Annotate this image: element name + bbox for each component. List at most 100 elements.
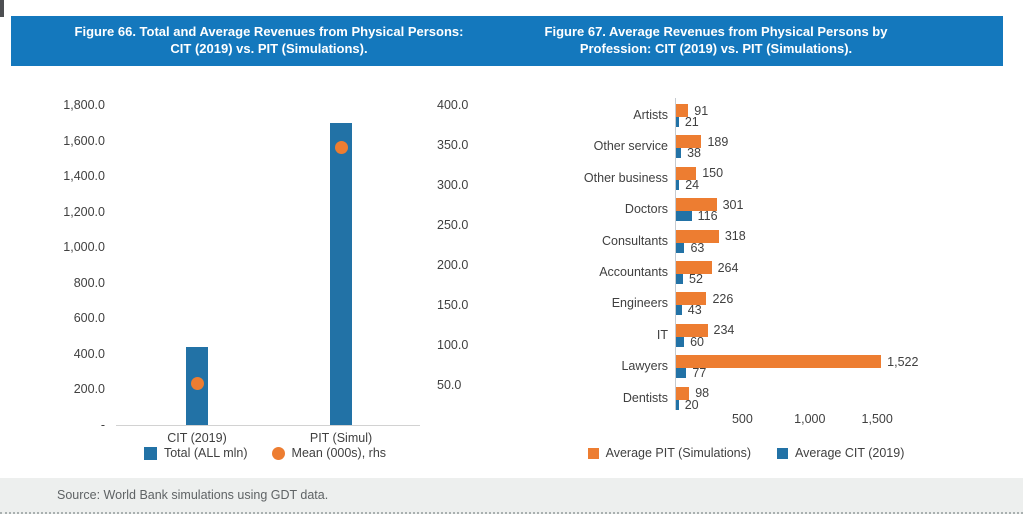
page-corner-mark <box>0 0 4 17</box>
avg-cit-bar <box>676 274 683 284</box>
y-axis-line <box>675 98 676 410</box>
figure67-title-line1: Figure 67. Average Revenues from Physica… <box>544 24 888 39</box>
right-y-axis-tick-label: 250.0 <box>437 218 469 232</box>
source-band: Source: World Bank simulations using GDT… <box>0 478 1023 514</box>
profession-label: Engineers <box>611 296 668 311</box>
figure66-legend: Total (ALL mln) Mean (000s), rhs <box>90 446 440 460</box>
x-axis-tick-label: 1,500 <box>861 412 893 426</box>
figure66-title: Figure 66. Total and Average Revenues fr… <box>39 23 499 57</box>
avg-pit-bar <box>676 386 690 400</box>
legend-label-avg-cit: Average CIT (2019) <box>795 446 905 460</box>
x-axis-tick-label: 1,000 <box>794 412 826 426</box>
avg-pit-value-label: 264 <box>717 260 739 275</box>
profession-label: Other service <box>593 139 668 154</box>
profession-label: IT <box>656 327 668 342</box>
avg-pit-bar <box>676 198 717 212</box>
avg-pit-bar <box>676 104 689 117</box>
left-y-axis-tick-label: 400.0 <box>73 346 105 361</box>
profession-label: Consultants <box>601 233 668 248</box>
avg-pit-legend-swatch-icon <box>587 447 599 459</box>
left-y-axis-tick-label: 200.0 <box>73 382 105 397</box>
avg-cit-value-label: 38 <box>687 146 702 161</box>
legend-item-total: Total (ALL mln) <box>143 446 248 460</box>
avg-pit-value-label: 189 <box>707 134 729 149</box>
avg-cit-bar <box>676 305 682 316</box>
figure66-title-line1: Figure 66. Total and Average Revenues fr… <box>74 24 464 39</box>
left-y-axis-tick-label: - <box>100 418 105 432</box>
mean-legend-dot-icon <box>271 446 285 460</box>
avg-cit-bar <box>676 117 679 127</box>
total-bar <box>330 122 352 425</box>
x-category-label: CIT (2019) <box>167 431 227 445</box>
avg-cit-value-label: 63 <box>690 240 705 255</box>
avg-pit-bar <box>676 229 719 243</box>
avg-pit-bar <box>676 323 708 337</box>
x-axis-line <box>116 425 420 426</box>
legend-item-avg-cit: Average CIT (2019) <box>777 446 904 460</box>
avg-pit-bar <box>676 166 697 180</box>
avg-pit-value-label: 234 <box>713 323 735 338</box>
x-category-label: PIT (Simul) <box>309 431 373 445</box>
profession-label: Other business <box>583 170 668 185</box>
avg-pit-bar <box>676 292 707 306</box>
avg-cit-value-label: 43 <box>687 303 702 318</box>
avg-cit-value-label: 60 <box>690 334 704 349</box>
profession-label: Artists <box>633 108 668 122</box>
right-y-axis-tick-label: 200.0 <box>437 258 469 272</box>
avg-cit-bar <box>676 242 685 253</box>
avg-cit-value-label: 52 <box>689 272 703 286</box>
figure67-title: Figure 67. Average Revenues from Physica… <box>496 23 936 57</box>
avg-pit-value-label: 226 <box>712 291 734 306</box>
mean-dot <box>190 376 204 390</box>
avg-pit-bar <box>676 261 712 274</box>
avg-pit-bar <box>676 355 882 369</box>
avg-cit-value-label: 77 <box>692 366 707 381</box>
right-y-axis-tick-label: 350.0 <box>437 138 469 152</box>
right-y-axis-tick-label: 150.0 <box>437 298 469 312</box>
figure66-title-line2: CIT (2019) vs. PIT (Simulations). <box>170 41 368 56</box>
left-y-axis-tick-label: 1,400.0 <box>63 169 105 184</box>
avg-cit-bar <box>676 179 680 190</box>
figure67-title-line2: Profession: CIT (2019) vs. PIT (Simulati… <box>579 41 853 56</box>
source-note: Source: World Bank simulations using GDT… <box>57 488 329 502</box>
avg-cit-bar <box>676 399 679 410</box>
right-y-axis-tick-label: 400.0 <box>437 98 469 112</box>
legend-label-avg-pit: Average PIT (Simulations) <box>605 446 752 460</box>
right-y-axis-tick-label: 50.0 <box>437 378 462 392</box>
legend-label-mean: Mean (000s), rhs <box>291 446 387 460</box>
left-y-axis-tick-label: 1,200.0 <box>63 204 105 219</box>
profession-label: Dentists <box>622 390 668 405</box>
avg-cit-bar <box>676 148 682 159</box>
avg-pit-bar <box>676 135 702 149</box>
avg-pit-value-label: 150 <box>702 166 724 181</box>
mean-dot <box>334 140 348 154</box>
avg-pit-value-label: 98 <box>695 386 710 401</box>
profession-label: Doctors <box>624 202 668 217</box>
avg-pit-value-label: 91 <box>694 103 709 118</box>
left-y-axis-tick-label: 1,600.0 <box>63 133 105 148</box>
profession-label: Accountants <box>599 265 668 279</box>
legend-item-avg-pit: Average PIT (Simulations) <box>587 446 752 460</box>
avg-cit-bar <box>676 211 692 222</box>
legend-item-mean: Mean (000s), rhs <box>271 446 387 460</box>
avg-cit-value-label: 21 <box>684 115 699 129</box>
avg-cit-legend-swatch-icon <box>777 447 789 459</box>
avg-pit-value-label: 1,522 <box>887 354 919 369</box>
left-y-axis-tick-label: 600.0 <box>73 311 105 326</box>
total-bar <box>186 346 208 425</box>
left-y-axis-tick-label: 1,000.0 <box>63 240 105 255</box>
avg-pit-value-label: 301 <box>722 197 744 212</box>
right-y-axis-tick-label: 100.0 <box>437 338 469 352</box>
avg-cit-value-label: 24 <box>685 177 700 192</box>
avg-pit-value-label: 318 <box>724 229 746 244</box>
profession-label: Lawyers <box>621 359 668 374</box>
left-y-axis-tick-label: 800.0 <box>73 275 105 290</box>
avg-cit-value-label: 116 <box>697 209 718 224</box>
x-axis-tick-label: 500 <box>731 412 753 426</box>
figure67-legend: Average PIT (Simulations) Average CIT (2… <box>556 446 936 460</box>
avg-cit-value-label: 20 <box>684 397 699 412</box>
avg-cit-bar <box>676 336 685 347</box>
